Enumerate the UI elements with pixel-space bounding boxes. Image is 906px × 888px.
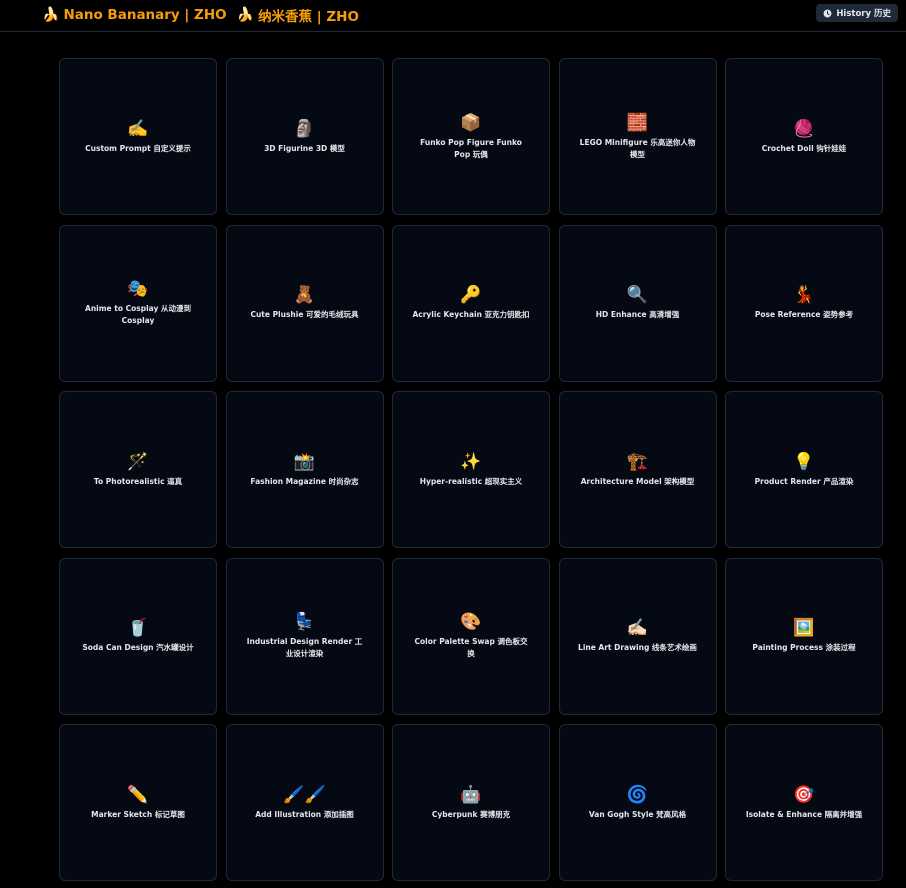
transformation-card[interactable]: ✨ Hyper-realistic 超现实主义 [392,391,550,548]
card-label: Cute Plushie 可爱的毛绒玩具 [250,309,358,321]
card-label: Add Illustration 添加插图 [255,809,354,821]
card-emoji-icon: 💃 [793,285,814,305]
card-emoji-icon: 🏗️ [627,452,648,472]
app-title: 🍌 Nano Bananary | ZHO 🍌 纳米香蕉 | ZHO [42,5,359,25]
card-emoji-icon: 🧶 [793,119,814,139]
card-label: Custom Prompt 自定义提示 [85,143,191,155]
card-emoji-icon: ✍️ [127,119,148,139]
transformation-card[interactable]: 🎭 Anime to Cosplay 从动漫到 Cosplay [59,225,217,382]
card-label: Line Art Drawing 线条艺术绘画 [578,642,697,654]
card-label: Industrial Design Render 工业设计渲染 [245,636,365,660]
transformation-card[interactable]: 💃 Pose Reference 姿势参考 [725,225,883,382]
card-emoji-icon: 🌀 [627,785,648,805]
transformation-card[interactable]: 💺 Industrial Design Render 工业设计渲染 [226,558,384,715]
card-emoji-icon: 🔑 [460,285,481,305]
card-emoji-icon: 📦 [460,113,481,133]
card-label: Isolate & Enhance 隔离并增强 [746,809,862,821]
card-emoji-icon: 💺 [294,612,315,632]
transformation-card[interactable]: 🧸 Cute Plushie 可爱的毛绒玩具 [226,225,384,382]
card-label: Product Render 产品渲染 [755,476,854,488]
card-emoji-icon: ✨ [460,452,481,472]
card-label: Acrylic Keychain 亚克力钥匙扣 [412,309,529,321]
transformation-card[interactable]: 🔑 Acrylic Keychain 亚克力钥匙扣 [392,225,550,382]
card-emoji-icon: 🥤 [127,618,148,638]
card-emoji-icon: 🎭 [127,279,148,299]
banana-icon: 🍌 [237,8,254,22]
card-label: Soda Can Design 汽水罐设计 [82,642,193,654]
card-emoji-icon: 🖌️🖌️ [283,785,325,805]
card-emoji-icon: 🧱 [627,113,648,133]
card-label: Funko Pop Figure Funko Pop 玩偶 [411,137,531,161]
transformation-card[interactable]: 🖌️🖌️ Add Illustration 添加插图 [226,724,384,881]
transformation-card[interactable]: 📸 Fashion Magazine 时尚杂志 [226,391,384,548]
transformation-card[interactable]: 🗿 3D Figurine 3D 模型 [226,58,384,215]
transformation-card[interactable]: 🖼️ Painting Process 涂装过程 [725,558,883,715]
transformation-card[interactable]: ✏️ Marker Sketch 标记草图 [59,724,217,881]
card-label: Marker Sketch 标记草图 [91,809,185,821]
card-label: Architecture Model 架构模型 [581,476,695,488]
card-label: Pose Reference 姿势参考 [755,309,853,321]
card-label: Painting Process 涂装过程 [752,642,855,654]
card-emoji-icon: 🧸 [294,285,315,305]
card-emoji-icon: 🎯 [793,785,814,805]
card-label: Crochet Doll 钩针娃娃 [762,143,847,155]
transformation-card[interactable]: ✍🏻 Line Art Drawing 线条艺术绘画 [559,558,717,715]
card-emoji-icon: 💡 [793,452,814,472]
transformation-card[interactable]: ✍️ Custom Prompt 自定义提示 [59,58,217,215]
card-label: Anime to Cosplay 从动漫到 Cosplay [78,303,198,327]
history-button[interactable]: History 历史 [816,4,898,22]
transformation-card[interactable]: 🥤 Soda Can Design 汽水罐设计 [59,558,217,715]
transformation-card[interactable]: 🔍 HD Enhance 高清增强 [559,225,717,382]
card-label: HD Enhance 高清增强 [596,309,679,321]
card-emoji-icon: 📸 [294,452,315,472]
clock-icon [823,9,832,18]
transformation-card[interactable]: 🧱 LEGO Minifigure 乐高迷你人物模型 [559,58,717,215]
transformation-card[interactable]: 🏗️ Architecture Model 架构模型 [559,391,717,548]
card-label: Color Palette Swap 调色板交换 [411,636,531,660]
card-label: 3D Figurine 3D 模型 [264,143,345,155]
banana-icon: 🍌 [42,8,59,22]
card-label: Van Gogh Style 梵高风格 [589,809,686,821]
card-label: Hyper-realistic 超现实主义 [420,476,523,488]
card-emoji-icon: 🪄 [127,452,148,472]
transformation-card[interactable]: 💡 Product Render 产品渲染 [725,391,883,548]
card-emoji-icon: ✏️ [127,785,148,805]
history-label: History 历史 [836,7,891,19]
transformation-card[interactable]: 🎨 Color Palette Swap 调色板交换 [392,558,550,715]
transformation-grid: ✍️ Custom Prompt 自定义提示 🗿 3D Figurine 3D 模型 📦… [59,58,883,881]
transformation-card[interactable]: 🧶 Crochet Doll 钩针娃娃 [725,58,883,215]
card-emoji-icon: 🗿 [294,119,315,139]
transformation-card[interactable]: 📦 Funko Pop Figure Funko Pop 玩偶 [392,58,550,215]
card-label: Fashion Magazine 时尚杂志 [250,476,358,488]
app-title-cn: 纳米香蕉 | ZHO [258,5,359,25]
transformation-card[interactable]: 🌀 Van Gogh Style 梵高风格 [559,724,717,881]
card-emoji-icon: 🤖 [460,785,481,805]
card-label: To Photorealistic 逼真 [94,476,182,488]
card-label: LEGO Minifigure 乐高迷你人物模型 [578,137,698,161]
transformation-card[interactable]: 🪄 To Photorealistic 逼真 [59,391,217,548]
top-bar: 🍌 Nano Bananary | ZHO 🍌 纳米香蕉 | ZHO Histo… [0,0,906,32]
card-label: Cyberpunk 赛博朋克 [432,809,510,821]
card-emoji-icon: 🖼️ [793,618,814,638]
transformation-card[interactable]: 🎯 Isolate & Enhance 隔离并增强 [725,724,883,881]
card-emoji-icon: 🔍 [627,285,648,305]
card-emoji-icon: ✍🏻 [627,618,648,638]
app-title-en: Nano Bananary | ZHO [63,7,226,23]
transformation-card[interactable]: 🤖 Cyberpunk 赛博朋克 [392,724,550,881]
card-emoji-icon: 🎨 [460,612,481,632]
